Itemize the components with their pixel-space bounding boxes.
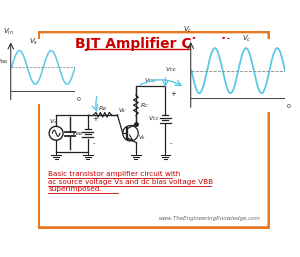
Text: $0$: $0$ (286, 102, 291, 110)
Text: $V_E$: $V_E$ (138, 133, 146, 142)
Text: -: - (170, 141, 172, 146)
Text: $V_s$: $V_s$ (49, 117, 57, 126)
Text: $V_{CE}$: $V_{CE}$ (165, 65, 177, 74)
Text: $V_{in}$: $V_{in}$ (3, 27, 14, 37)
Text: $V_c$: $V_c$ (242, 34, 252, 44)
Text: $0$: $0$ (76, 95, 82, 103)
Text: +: + (92, 116, 98, 122)
Text: +: + (170, 90, 176, 97)
Text: -: - (92, 141, 95, 146)
Text: $R_C$: $R_C$ (140, 101, 149, 109)
Text: $V_c$: $V_c$ (183, 25, 192, 35)
Text: $V_{CC}$: $V_{CC}$ (148, 115, 161, 123)
Text: $V_B$: $V_B$ (118, 106, 126, 115)
FancyBboxPatch shape (38, 32, 269, 228)
Text: superimposed.: superimposed. (48, 186, 102, 192)
Text: $V_{CC}$: $V_{CC}$ (145, 76, 157, 85)
Text: Basic transistor amplifier circuit with: Basic transistor amplifier circuit with (48, 171, 181, 177)
Text: $V_s$: $V_s$ (28, 37, 38, 47)
Text: $V_{BB}$: $V_{BB}$ (0, 58, 8, 66)
Text: BJT Amplifier Circuit: BJT Amplifier Circuit (75, 37, 232, 51)
Text: $V_{BB}$: $V_{BB}$ (71, 129, 83, 138)
Text: ac source voltage Vs and dc bias voltage VBB: ac source voltage Vs and dc bias voltage… (48, 179, 214, 185)
Text: $R_B$: $R_B$ (98, 104, 107, 113)
Text: www.TheEngineeringKnowledge.com: www.TheEngineeringKnowledge.com (159, 216, 261, 221)
